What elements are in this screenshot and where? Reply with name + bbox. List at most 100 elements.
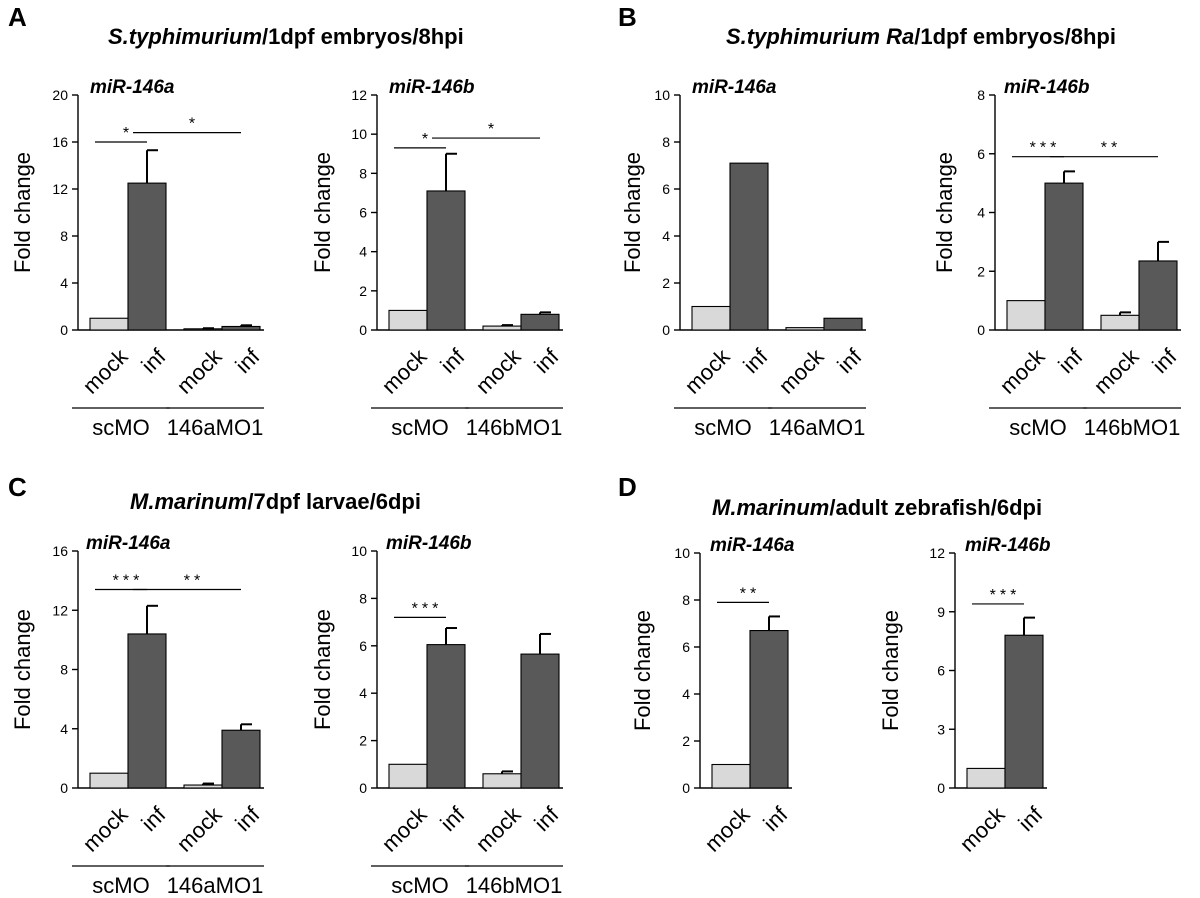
chart-d-mir146a-ytick-label: 4 [682, 686, 690, 702]
panel-title-c: M.marinum/7dpf larvae/6dpi [130, 489, 421, 514]
chart-c-mir146b-xcat-0: mock [377, 801, 433, 857]
panel-letter-d: D [618, 472, 637, 502]
panel-title-d-rest: /adult zebrafish/6dpi [829, 495, 1042, 520]
chart-a-mir146b-xcat-1: inf [435, 343, 470, 378]
panel-title-b: S.typhimurium Ra/1dpf embryos/8hpi [726, 24, 1116, 49]
chart-c-mir146a-bar-1 [127, 633, 167, 789]
chart-a-mir146b-ytick-label: 6 [359, 205, 367, 221]
chart-c-mir146b-xcat-1: inf [435, 801, 470, 836]
panel-letter-c: C [8, 472, 27, 502]
chart-a-mir146b-title: miR-146b [389, 77, 475, 98]
chart-b-mir146a-title: miR-146a [692, 77, 777, 98]
chart-b-mir146a-xcat-1: inf [738, 343, 773, 378]
chart-b-mir146a-ytick-label: 10 [654, 87, 670, 103]
chart-d-mir146a-ytick-label: 6 [682, 639, 690, 655]
chart-c-mir146a-bar-3 [221, 729, 261, 789]
chart-c-mir146b-group-label-0: scMO [391, 873, 448, 898]
chart-a-mir146b-ytick-label: 8 [359, 165, 367, 181]
panel-letter-b: B [618, 2, 637, 32]
chart-d-mir146a-title: miR-146a [710, 535, 795, 556]
panel-title-d-italic: M.marinum [712, 495, 829, 520]
chart-c-mir146b-ytick-label: 6 [359, 638, 367, 654]
chart-b-mir146a-ytick-label: 2 [662, 275, 670, 291]
chart-a-mir146a-ytick-label: 16 [52, 134, 68, 150]
chart-d-mir146b-ytick-label: 6 [937, 663, 945, 679]
chart-b-mir146b-group-label-1: 146bMO1 [1084, 415, 1181, 440]
chart-c-mir146b-ytick-label: 10 [351, 543, 367, 559]
chart-c-mir146b-ytick-label: 2 [359, 733, 367, 749]
chart-b-mir146a-bar-2 [785, 327, 825, 331]
chart-d-mir146a-ytick-label: 8 [682, 592, 690, 608]
chart-a-mir146a-sig-label-0: * [123, 125, 133, 142]
chart-a-mir146b-sig-label-1: * [488, 121, 498, 138]
chart-b-mir146a-ytick-label: 4 [662, 228, 670, 244]
chart-b-mir146a-ytick-label: 0 [662, 322, 670, 338]
chart-c-mir146b-ylabel: Fold change [310, 609, 335, 730]
chart-b-mir146a-ylabel: Fold change [620, 152, 645, 273]
chart-d-mir146b-ytick-label: 9 [937, 604, 945, 620]
chart-a-mir146a-ytick-label: 0 [60, 322, 68, 338]
chart-c-mir146a-ytick-label: 16 [52, 543, 68, 559]
chart-c-mir146b-bar-2 [482, 773, 522, 789]
chart-b-mir146a-bar-0 [691, 305, 731, 331]
chart-c-mir146a-xcat-1: inf [136, 801, 171, 836]
panel-title-c-italic: M.marinum [130, 489, 247, 514]
chart-a-mir146b-bar-2 [482, 325, 522, 331]
chart-a-mir146a-xcat-0: mock [78, 343, 134, 399]
chart-d-mir146b-ylabel: Fold change [878, 610, 903, 731]
chart-d-mir146a-xcat-1: inf [758, 801, 793, 836]
chart-a-mir146b-group-label-1: 146bMO1 [466, 415, 563, 440]
chart-c-mir146b-bar-3 [520, 653, 560, 789]
chart-b-mir146a-bar-3 [823, 317, 863, 331]
chart-c-mir146a-ytick-label: 0 [60, 780, 68, 796]
chart-b-mir146b-bar-3 [1138, 260, 1178, 331]
chart-c-mir146b-group-label-1: 146bMO1 [466, 873, 563, 898]
chart-b-mir146b-sig-label-1: ** [1101, 140, 1121, 157]
chart-a-mir146b-ytick-label: 2 [359, 283, 367, 299]
chart-c-mir146a-ytick-label: 8 [60, 662, 68, 678]
chart-a-mir146a-ytick-label: 20 [52, 87, 68, 103]
chart-a-mir146a-ytick-label: 12 [52, 181, 68, 197]
chart-c-mir146a-bar-0 [89, 772, 129, 789]
panel-title-a-italic: S.typhimurium [108, 24, 262, 49]
chart-d-mir146b-xcat-0: mock [955, 801, 1011, 857]
chart-a-mir146a-group-label-1: 146aMO1 [167, 415, 264, 440]
chart-a-mir146a-xcat-2: mock [172, 343, 228, 399]
chart-c-mir146a-xcat-0: mock [78, 801, 134, 857]
chart-a-mir146b-sig-label-0: * [422, 131, 432, 148]
chart-c-mir146a-sig-label-0: *** [113, 573, 144, 590]
chart-b-mir146a-group-label-1: 146aMO1 [769, 415, 866, 440]
chart-a-mir146a-ytick-label: 4 [60, 275, 68, 291]
chart-a-mir146b-xcat-0: mock [377, 343, 433, 399]
chart-b-mir146b-ytick-label: 8 [977, 87, 985, 103]
chart-c-mir146a-sig-label-1: ** [184, 573, 204, 590]
chart-a-mir146b-xcat-2: mock [471, 343, 527, 399]
chart-b-mir146b-ytick-label: 0 [977, 322, 985, 338]
chart-b-mir146b-title: miR-146b [1004, 77, 1090, 98]
chart-c-mir146b-ytick-label: 0 [359, 780, 367, 796]
chart-a-mir146a-ylabel: Fold change [10, 152, 35, 273]
chart-c-mir146b-ytick-label: 8 [359, 590, 367, 606]
chart-a-mir146a-xcat-3: inf [230, 343, 265, 378]
chart-a-mir146a-bar-1 [127, 182, 167, 331]
chart-d-mir146b-sig-label-0: *** [990, 587, 1021, 604]
panel-letter-a: A [8, 2, 27, 32]
panel-title-a: S.typhimurium/1dpf embryos/8hpi [108, 24, 464, 49]
chart-c-mir146b-title: miR-146b [386, 533, 472, 554]
chart-d-mir146a-ytick-label: 0 [682, 780, 690, 796]
chart-d-mir146a-ytick-label: 2 [682, 733, 690, 749]
chart-c-mir146a-title: miR-146a [86, 533, 171, 554]
chart-b-mir146b-sig-label-0: *** [1030, 140, 1061, 157]
chart-a-mir146a-bar-0 [89, 317, 129, 331]
chart-a-mir146b-ylabel: Fold change [310, 152, 335, 273]
chart-c-mir146a-xcat-2: mock [172, 801, 228, 857]
chart-b-mir146b-ytick-label: 6 [977, 146, 985, 162]
chart-a-mir146a-sig-label-1: * [189, 116, 199, 133]
chart-b-mir146b-xcat-3: inf [1147, 343, 1182, 378]
chart-c-mir146b-sig-label-0: *** [412, 600, 443, 617]
chart-d-mir146a-sig-label-0: ** [740, 585, 760, 602]
chart-b-mir146a-bar-1 [729, 162, 769, 331]
chart-b-mir146b-ytick-label: 4 [977, 205, 985, 221]
